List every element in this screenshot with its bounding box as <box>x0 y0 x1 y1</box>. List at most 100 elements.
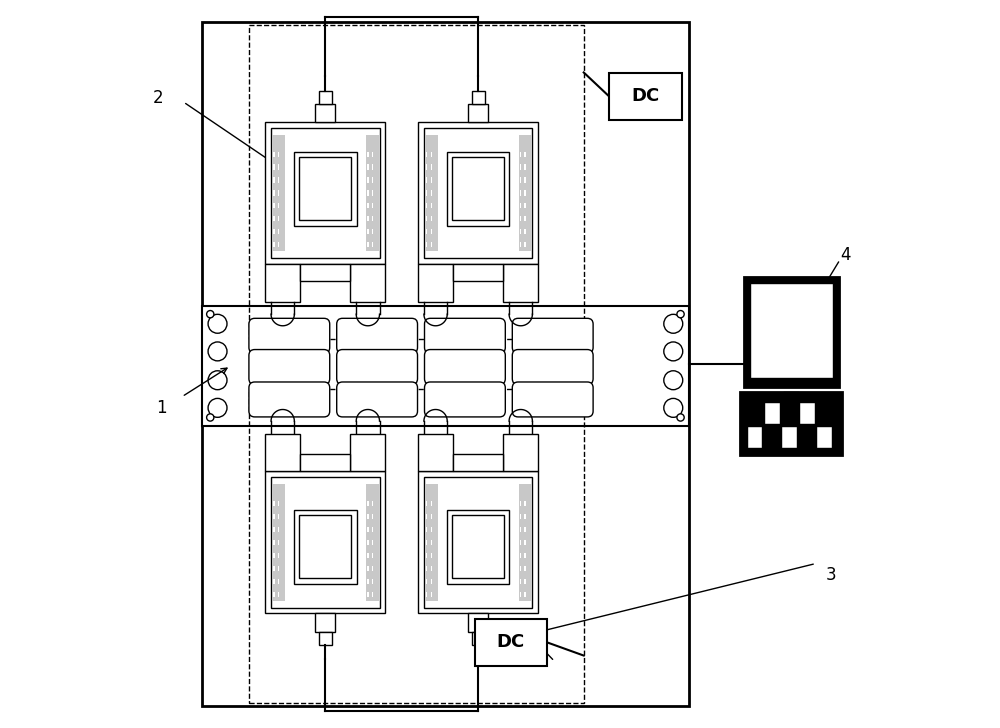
Bar <box>372 553 373 558</box>
Circle shape <box>208 371 227 389</box>
Bar <box>520 553 521 558</box>
Bar <box>431 539 432 545</box>
Bar <box>372 203 373 208</box>
Bar <box>431 203 432 208</box>
Bar <box>524 151 526 157</box>
Text: DC: DC <box>631 87 660 106</box>
Bar <box>418 433 453 472</box>
Bar <box>424 128 532 258</box>
Bar <box>431 579 432 584</box>
Circle shape <box>208 398 227 417</box>
Bar <box>278 539 279 545</box>
Bar <box>520 501 521 506</box>
Circle shape <box>207 414 214 421</box>
Bar <box>273 178 275 183</box>
Circle shape <box>677 311 684 318</box>
Bar <box>524 216 526 221</box>
Bar <box>426 514 427 519</box>
Bar <box>765 427 780 448</box>
Bar <box>426 539 427 545</box>
Bar <box>817 403 832 424</box>
Bar <box>372 178 373 183</box>
Bar <box>524 165 526 170</box>
FancyBboxPatch shape <box>512 318 593 353</box>
Bar <box>800 427 815 448</box>
Bar <box>426 178 427 183</box>
Bar <box>750 282 833 378</box>
Bar <box>418 122 538 264</box>
Bar <box>418 264 453 302</box>
Bar <box>431 592 432 597</box>
Bar <box>300 454 350 472</box>
Bar <box>426 151 427 157</box>
Bar <box>278 501 279 506</box>
Bar <box>468 613 488 631</box>
Bar <box>265 264 300 302</box>
Bar <box>278 190 279 196</box>
Bar <box>372 566 373 571</box>
Bar <box>367 190 369 196</box>
Bar <box>447 510 509 584</box>
Bar <box>800 403 815 424</box>
Bar <box>372 242 373 248</box>
Bar <box>271 478 380 607</box>
Bar <box>372 514 373 519</box>
Bar <box>472 90 485 103</box>
Bar <box>520 151 521 157</box>
Bar <box>520 579 521 584</box>
Bar <box>524 539 526 545</box>
Bar <box>367 566 369 571</box>
Bar <box>300 264 350 281</box>
Bar <box>431 151 432 157</box>
Bar <box>426 203 427 208</box>
Bar <box>372 539 373 545</box>
Bar <box>273 151 275 157</box>
Bar <box>452 515 504 579</box>
Text: 2: 2 <box>153 90 163 107</box>
Bar <box>315 613 335 631</box>
Bar <box>265 433 300 472</box>
Bar <box>524 566 526 571</box>
Bar <box>447 151 509 226</box>
Bar <box>350 264 385 302</box>
Bar <box>431 501 432 506</box>
Bar <box>426 553 427 558</box>
Bar <box>426 527 427 532</box>
Bar <box>426 216 427 221</box>
Bar <box>273 216 275 221</box>
Bar <box>278 151 279 157</box>
Bar <box>367 242 369 248</box>
Bar <box>249 389 584 703</box>
Bar <box>273 229 275 234</box>
Bar <box>372 229 373 234</box>
Bar <box>472 631 485 645</box>
Bar <box>372 527 373 532</box>
Bar <box>520 527 521 532</box>
Bar <box>782 427 797 448</box>
Bar <box>431 165 432 170</box>
Bar <box>265 472 385 613</box>
Bar <box>278 216 279 221</box>
Bar <box>367 229 369 234</box>
Bar <box>520 165 521 170</box>
Bar <box>372 579 373 584</box>
Bar <box>294 510 357 584</box>
Bar <box>519 135 532 251</box>
Bar <box>278 592 279 597</box>
Bar <box>426 165 427 170</box>
Bar <box>475 619 547 666</box>
Bar <box>366 135 379 251</box>
Bar <box>273 242 275 248</box>
Bar <box>431 553 432 558</box>
Bar <box>278 242 279 248</box>
Bar <box>425 484 438 601</box>
FancyBboxPatch shape <box>512 382 593 417</box>
Bar <box>366 484 379 601</box>
Bar <box>524 229 526 234</box>
Bar <box>367 203 369 208</box>
Text: 4: 4 <box>841 246 851 264</box>
Bar <box>367 501 369 506</box>
Bar <box>520 566 521 571</box>
Bar <box>609 73 682 120</box>
Bar <box>278 553 279 558</box>
